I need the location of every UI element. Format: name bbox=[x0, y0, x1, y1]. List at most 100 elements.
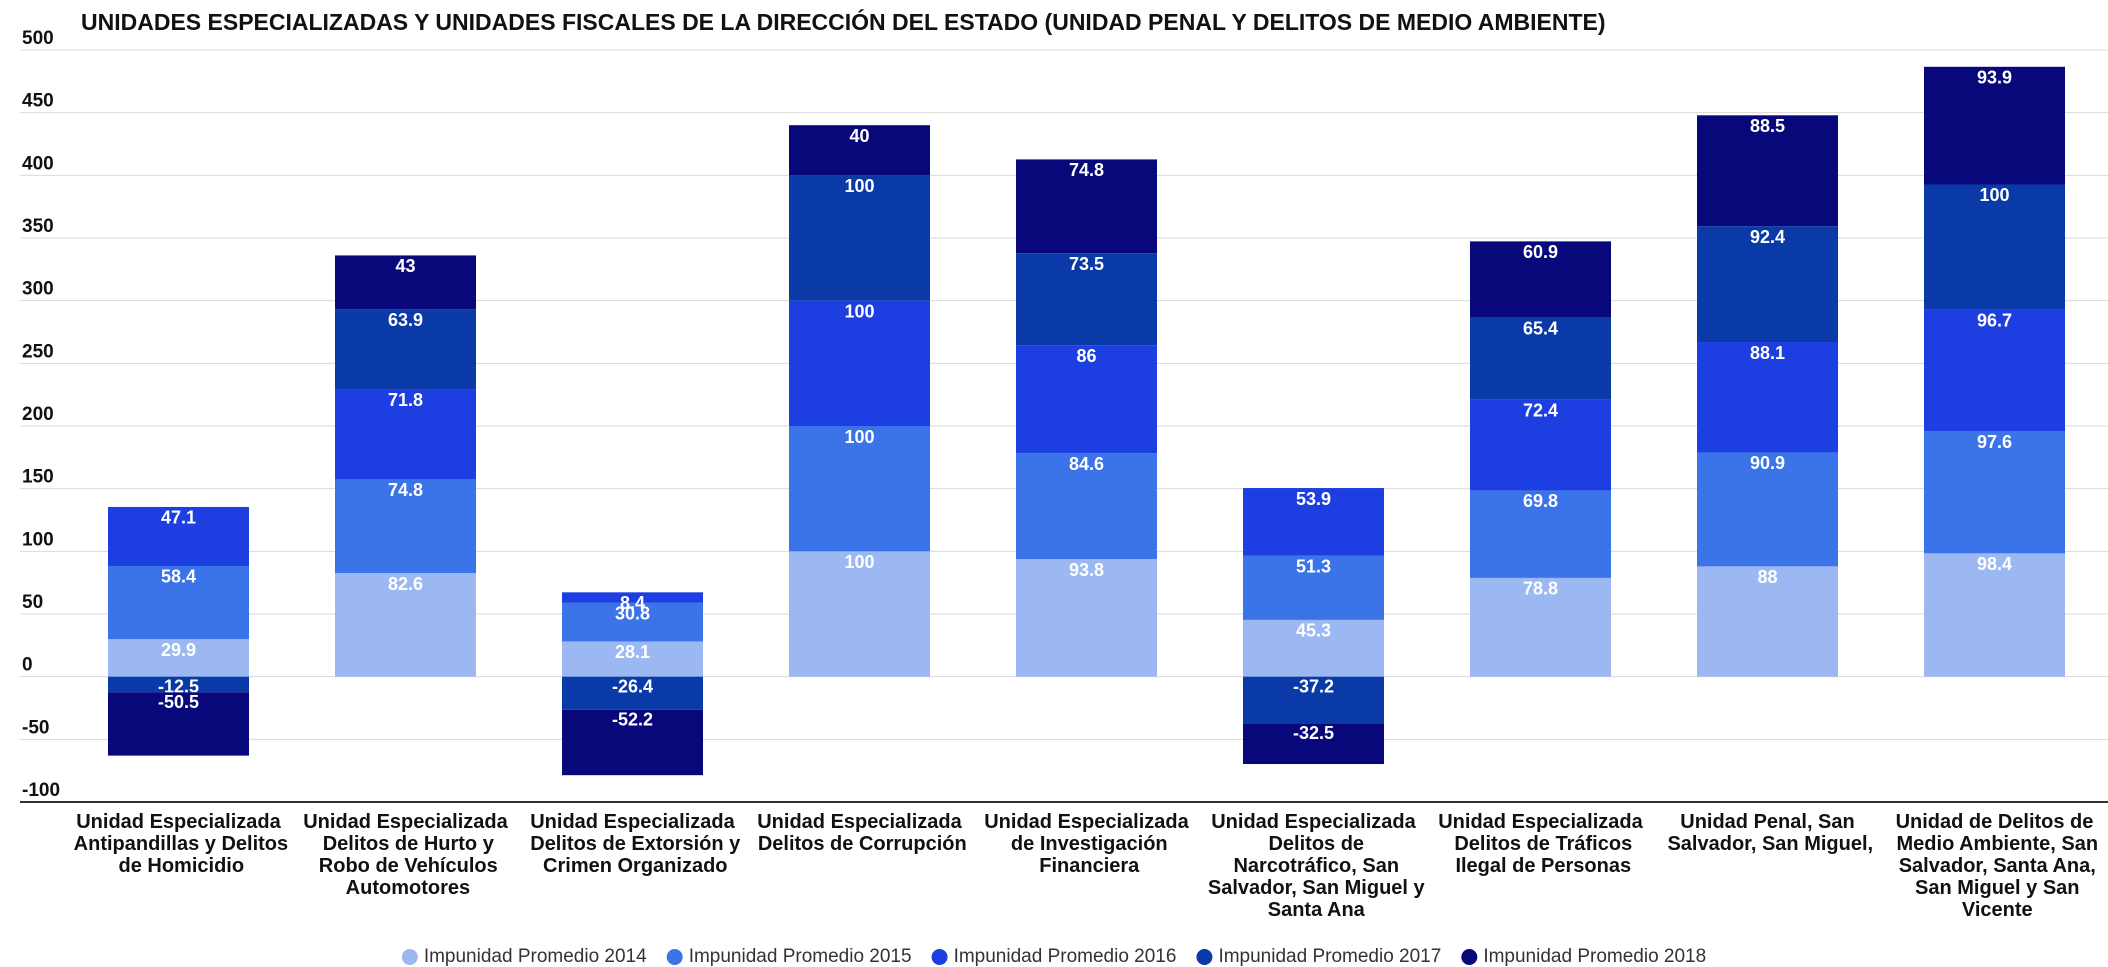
bar-segment bbox=[1016, 345, 1157, 454]
legend-label: Impunidad Promedio 2018 bbox=[1483, 946, 1706, 967]
data-label: 69.8 bbox=[1523, 491, 1558, 511]
y-tick-label: 400 bbox=[22, 153, 54, 174]
legend-marker bbox=[931, 949, 948, 965]
bar-segment bbox=[1924, 309, 2065, 432]
bar-segment bbox=[1470, 490, 1611, 578]
bar-segment bbox=[789, 125, 930, 176]
data-label: 71.8 bbox=[388, 390, 423, 410]
x-tick-label: Unidad Especializada Antipandillas y Del… bbox=[69, 811, 288, 877]
bar-segment bbox=[108, 676, 249, 693]
bar-segment bbox=[1243, 723, 1384, 765]
data-label: 72.4 bbox=[1523, 400, 1558, 420]
bar-segment bbox=[1697, 452, 1838, 567]
bar-segment bbox=[562, 602, 703, 642]
y-tick-label: -100 bbox=[22, 780, 60, 801]
legend-label: Impunidad Promedio 2014 bbox=[424, 946, 647, 967]
data-label: 63.9 bbox=[388, 310, 423, 330]
data-label: 65.4 bbox=[1523, 318, 1558, 338]
y-tick-label: 500 bbox=[22, 28, 54, 49]
bar-segment bbox=[335, 389, 476, 480]
data-label: 93.8 bbox=[1069, 560, 1104, 580]
data-label: 92.4 bbox=[1750, 227, 1785, 247]
y-tick-label: 100 bbox=[22, 529, 54, 550]
bar-segment bbox=[335, 573, 476, 677]
data-label: 78.8 bbox=[1523, 579, 1558, 599]
bar-segment bbox=[1243, 676, 1384, 724]
data-label: 58.4 bbox=[161, 567, 196, 587]
data-label: -26.4 bbox=[612, 676, 653, 696]
x-tick-label: Unidad Especializada Delitos de Tráficos… bbox=[1438, 811, 1643, 877]
x-tick-label: Unidad Especializada Delitos de Hurto y … bbox=[303, 811, 508, 899]
data-label: 88 bbox=[1757, 567, 1777, 587]
y-tick-label: 200 bbox=[22, 404, 54, 425]
bar-segment bbox=[1016, 159, 1157, 254]
bar-segment bbox=[1243, 555, 1384, 620]
chart-title: UNIDADES ESPECIALIZADAS Y UNIDADES FISCA… bbox=[81, 8, 1606, 35]
data-label: -32.5 bbox=[1293, 723, 1334, 743]
data-label: 74.8 bbox=[1069, 160, 1104, 180]
x-tick-label: Unidad Especializada Delitos de Extorsió… bbox=[525, 811, 741, 877]
data-label: 98.4 bbox=[1977, 554, 2012, 574]
data-label: 29.9 bbox=[161, 640, 196, 660]
y-tick-label: 50 bbox=[22, 592, 43, 613]
data-label: 90.9 bbox=[1750, 453, 1785, 473]
bar-segment bbox=[108, 506, 249, 566]
y-tick-label: -50 bbox=[22, 717, 49, 738]
y-tick-label: 350 bbox=[22, 216, 54, 237]
data-label: 53.9 bbox=[1296, 489, 1331, 509]
legend-marker bbox=[1461, 949, 1478, 965]
data-label: 100 bbox=[844, 427, 874, 447]
data-label: 88.1 bbox=[1750, 343, 1785, 363]
bar-segment bbox=[1924, 553, 2065, 677]
x-tick-label: Unidad Especializada Delitos de Corrupci… bbox=[752, 811, 966, 855]
bar-segment bbox=[1470, 317, 1611, 400]
data-label: 96.7 bbox=[1977, 311, 2012, 331]
x-tick-label: Unidad Especializada Delitos de Narcotrá… bbox=[1202, 811, 1425, 921]
legend-marker bbox=[1196, 949, 1213, 965]
bar-segment bbox=[335, 479, 476, 574]
x-tick-label: Unidad de Delitos de Medio Ambiente, San… bbox=[1891, 811, 2098, 921]
data-label: 88.5 bbox=[1750, 116, 1785, 136]
y-tick-label: 150 bbox=[22, 467, 54, 488]
bar-segment bbox=[1924, 431, 2065, 554]
bar-segment bbox=[1470, 241, 1611, 318]
bar-segment bbox=[789, 551, 930, 677]
data-label: -12.5 bbox=[158, 676, 199, 696]
bar-segment bbox=[562, 641, 703, 677]
bar-segment bbox=[1016, 453, 1157, 560]
data-label: 100 bbox=[844, 176, 874, 196]
bar-segment bbox=[789, 426, 930, 552]
legend-label: Impunidad Promedio 2017 bbox=[1218, 946, 1441, 967]
bar-segment bbox=[1697, 115, 1838, 227]
bar-segment bbox=[1016, 253, 1157, 346]
legend-marker bbox=[666, 949, 683, 965]
x-tick-label: Unidad Especializada de Investigación Fi… bbox=[984, 811, 1189, 877]
x-tick-label: Unidad Penal, San Salvador, San Miguel, bbox=[1662, 811, 1873, 855]
bar-segment bbox=[1924, 184, 2065, 310]
data-label: -50.5 bbox=[158, 692, 199, 712]
data-label: 51.3 bbox=[1296, 556, 1331, 576]
y-tick-label: 450 bbox=[22, 91, 54, 112]
bar-segment bbox=[335, 255, 476, 310]
data-label: 100 bbox=[1979, 185, 2009, 205]
y-tick-label: 250 bbox=[22, 341, 54, 362]
data-label: -52.2 bbox=[612, 710, 653, 730]
bar-segment bbox=[1243, 619, 1384, 677]
legend-label: Impunidad Promedio 2016 bbox=[954, 946, 1177, 967]
legend-label: Impunidad Promedio 2015 bbox=[689, 946, 912, 967]
data-label: 28.1 bbox=[615, 642, 650, 662]
bar-segment bbox=[1470, 399, 1611, 491]
bar-segment bbox=[1016, 559, 1157, 677]
y-tick-label: 300 bbox=[22, 279, 54, 300]
data-label: 93.9 bbox=[1977, 68, 2012, 88]
data-label: 47.1 bbox=[161, 508, 196, 528]
data-label: 30.8 bbox=[615, 604, 650, 624]
data-label: 45.3 bbox=[1296, 621, 1331, 641]
bar-segment bbox=[1697, 226, 1838, 343]
data-label: 43 bbox=[395, 256, 415, 276]
data-label: 74.8 bbox=[388, 480, 423, 500]
data-label: -37.2 bbox=[1293, 676, 1334, 696]
bar-segment bbox=[108, 692, 249, 756]
bar-segment bbox=[1924, 66, 2065, 185]
